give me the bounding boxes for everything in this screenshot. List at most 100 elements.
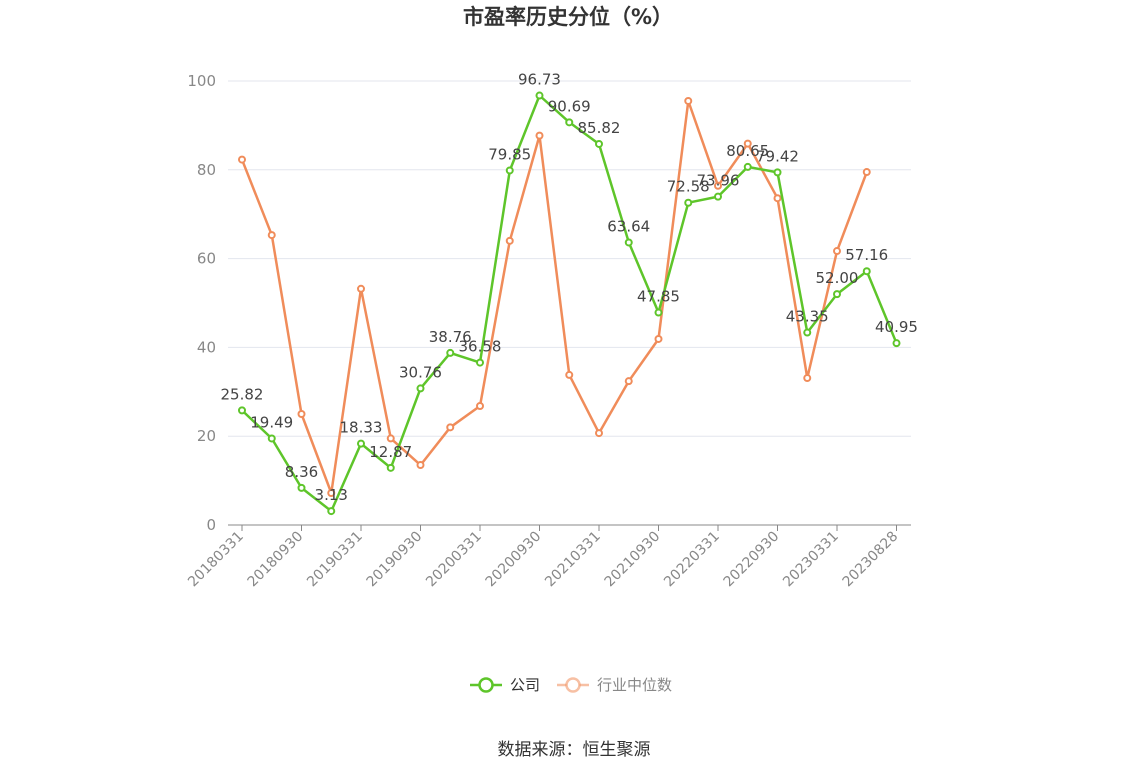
data-point[interactable] <box>684 96 693 105</box>
data-point[interactable] <box>654 334 663 343</box>
series-lines <box>238 91 901 516</box>
x-tick-label: 20200331 <box>423 529 485 591</box>
data-label: 72.58 <box>667 178 710 196</box>
data-label: 57.16 <box>845 246 888 264</box>
data-label: 19.49 <box>250 413 293 431</box>
data-point[interactable] <box>565 118 574 127</box>
y-tick-label: 40 <box>197 338 216 356</box>
data-point[interactable] <box>892 339 901 348</box>
data-label: 96.73 <box>518 71 561 89</box>
data-point[interactable] <box>862 168 871 177</box>
chart-title: 市盈率历史分位（%） <box>463 5 673 29</box>
data-point[interactable] <box>416 384 425 393</box>
y-tick-label: 100 <box>187 72 216 90</box>
data-point[interactable] <box>803 328 812 337</box>
data-label: 85.82 <box>578 119 621 137</box>
x-tick-label: 20210331 <box>542 529 604 591</box>
data-point[interactable] <box>773 168 782 177</box>
data-label: 79.85 <box>488 145 531 163</box>
legend-marker-icon <box>565 677 581 693</box>
data-label: 25.82 <box>221 385 264 403</box>
data-point[interactable] <box>773 194 782 203</box>
data-point[interactable] <box>505 236 514 245</box>
data-point[interactable] <box>476 358 484 367</box>
data-label: 40.95 <box>875 318 918 336</box>
data-label: 80.65 <box>726 142 769 160</box>
data-point[interactable] <box>327 489 336 498</box>
x-tick-label: 20190930 <box>364 529 426 591</box>
y-tick-label: 0 <box>206 516 216 534</box>
legend-marker-icon <box>478 677 494 693</box>
x-tick-label: 20220331 <box>661 529 723 591</box>
data-point[interactable] <box>624 238 633 247</box>
data-point[interactable] <box>833 247 841 256</box>
y-tick-label: 20 <box>197 427 216 445</box>
data-point[interactable] <box>714 192 722 201</box>
data-label: 8.36 <box>285 463 318 481</box>
data-point[interactable] <box>535 131 544 140</box>
data-point[interactable] <box>505 166 514 175</box>
data-point[interactable] <box>535 91 544 100</box>
data-point[interactable] <box>684 198 693 207</box>
source-note: 数据来源：恒生聚源 <box>498 740 651 760</box>
data-point[interactable] <box>267 434 276 443</box>
data-label: 30.76 <box>399 363 442 381</box>
data-label: 36.58 <box>459 338 502 356</box>
data-label: 3.13 <box>315 486 348 504</box>
data-point[interactable] <box>595 429 603 438</box>
data-point[interactable] <box>297 483 306 492</box>
data-point[interactable] <box>297 410 306 418</box>
y-tick-label: 80 <box>197 161 216 179</box>
data-label: 90.69 <box>548 97 591 115</box>
legend-item-industry[interactable]: 行业中位数 <box>557 676 672 694</box>
data-point[interactable] <box>416 461 425 470</box>
legend-label: 公司 <box>510 676 540 694</box>
data-point[interactable] <box>267 231 276 240</box>
x-tick-label: 20220930 <box>721 529 783 591</box>
x-tick-label: 20230331 <box>780 529 842 591</box>
legend[interactable]: 公司 行业中位数 <box>470 676 672 694</box>
data-point[interactable] <box>743 139 752 148</box>
axes: 0 20 40 60 80 100 2018033120180930201903312019… <box>185 72 911 590</box>
data-point[interactable] <box>624 377 633 386</box>
data-point[interactable] <box>862 267 871 276</box>
data-point[interactable] <box>386 434 395 443</box>
legend-label: 行业中位数 <box>597 676 672 694</box>
data-point[interactable] <box>446 423 455 432</box>
data-label: 43.35 <box>786 308 829 326</box>
data-point[interactable] <box>565 370 574 379</box>
x-tick-label: 20180930 <box>245 529 307 591</box>
data-point[interactable] <box>238 406 246 415</box>
data-point[interactable] <box>595 139 603 148</box>
data-label: 47.85 <box>637 288 680 306</box>
data-point[interactable] <box>743 162 752 171</box>
data-point[interactable] <box>386 463 395 472</box>
data-label: 38.76 <box>429 328 472 346</box>
data-point[interactable] <box>654 308 663 317</box>
data-point[interactable] <box>357 284 365 293</box>
data-labels: 25.82 19.49 8.36 3.13 18.33 12.87 30.76 38.7636… <box>221 71 918 505</box>
data-label: 18.33 <box>340 419 383 437</box>
data-label: 63.64 <box>607 217 650 235</box>
data-label: 79.42 <box>756 147 799 165</box>
gridlines <box>228 80 911 437</box>
data-point[interactable] <box>714 181 722 190</box>
data-point[interactable] <box>476 402 484 411</box>
x-tick-label: 20190331 <box>304 529 366 591</box>
x-tick-label: 20230828 <box>840 529 902 591</box>
y-tick-label: 60 <box>197 250 216 268</box>
data-point[interactable] <box>327 507 336 516</box>
data-point[interactable] <box>238 155 246 164</box>
x-tick-label: 20180331 <box>185 529 247 591</box>
x-tick-label: 20210930 <box>602 529 664 591</box>
data-label: 12.87 <box>369 443 412 461</box>
data-point[interactable] <box>833 290 841 299</box>
legend-item-company[interactable]: 公司 <box>470 676 540 694</box>
x-tick-label: 20200930 <box>483 529 545 591</box>
data-point[interactable] <box>803 374 812 383</box>
data-point[interactable] <box>357 439 365 448</box>
data-point[interactable] <box>446 348 455 357</box>
data-label: 73.96 <box>697 172 740 190</box>
data-label: 52.00 <box>816 269 859 287</box>
